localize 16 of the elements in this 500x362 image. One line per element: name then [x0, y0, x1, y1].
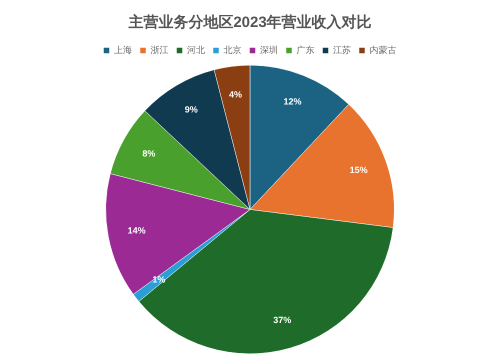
legend-label: 广东	[296, 44, 314, 55]
data-label: 37%	[273, 314, 292, 325]
data-label: 8%	[142, 148, 156, 158]
data-label: 12%	[283, 96, 302, 107]
data-label: 4%	[229, 89, 242, 100]
legend-label: 深圳	[260, 44, 278, 55]
data-label: 14%	[128, 226, 146, 236]
chart-title: 主营业务分地区2023年营业收入对比	[127, 13, 372, 32]
data-label: 15%	[350, 164, 368, 175]
legend-label: 江苏	[333, 44, 351, 55]
legend-label: 河北	[187, 44, 205, 55]
data-label: 9%	[184, 104, 198, 115]
legend-label: 上海	[114, 44, 132, 55]
legend-label: 北京	[224, 44, 242, 55]
legend-label: 内蒙古	[370, 44, 396, 55]
legend-label: 浙江	[150, 44, 168, 55]
